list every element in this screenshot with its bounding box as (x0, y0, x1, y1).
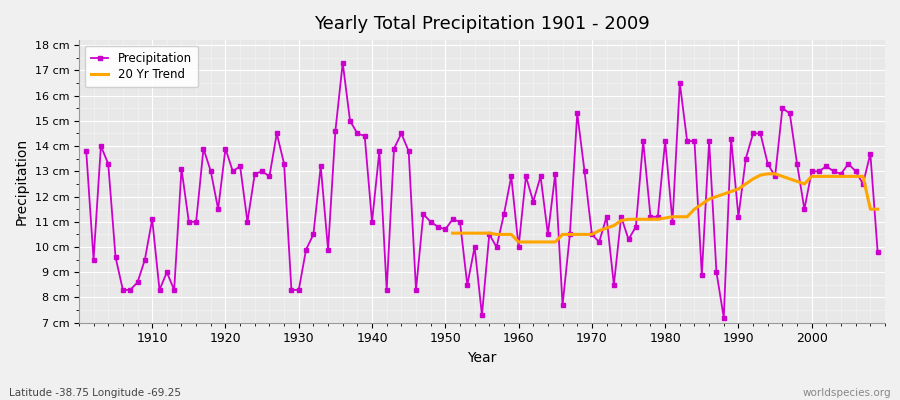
Line: 20 Yr Trend: 20 Yr Trend (453, 174, 878, 242)
Title: Yearly Total Precipitation 1901 - 2009: Yearly Total Precipitation 1901 - 2009 (314, 15, 650, 33)
Line: Precipitation: Precipitation (85, 61, 879, 320)
Text: worldspecies.org: worldspecies.org (803, 388, 891, 398)
20 Yr Trend (491, 232, 502, 237)
Precipitation (872, 250, 883, 254)
Precipitation (520, 174, 531, 179)
20 Yr Trend (462, 231, 472, 236)
20 Yr Trend (564, 232, 575, 237)
Text: Latitude -38.75 Longitude -69.25: Latitude -38.75 Longitude -69.25 (9, 388, 181, 398)
Precipitation (718, 315, 729, 320)
Precipitation (352, 131, 363, 136)
Precipitation (301, 247, 311, 252)
20 Yr Trend (674, 214, 685, 219)
20 Yr Trend (447, 231, 458, 236)
20 Yr Trend (770, 172, 780, 176)
20 Yr Trend (520, 240, 531, 244)
Precipitation (513, 245, 524, 250)
Precipitation (81, 149, 92, 154)
Precipitation (608, 282, 619, 287)
Precipitation (140, 257, 150, 262)
Y-axis label: Precipitation: Precipitation (15, 138, 29, 225)
20 Yr Trend (872, 207, 883, 212)
Legend: Precipitation, 20 Yr Trend: Precipitation, 20 Yr Trend (85, 46, 198, 87)
20 Yr Trend (762, 172, 773, 176)
20 Yr Trend (513, 240, 524, 244)
X-axis label: Year: Year (467, 351, 497, 365)
Precipitation (338, 60, 348, 65)
